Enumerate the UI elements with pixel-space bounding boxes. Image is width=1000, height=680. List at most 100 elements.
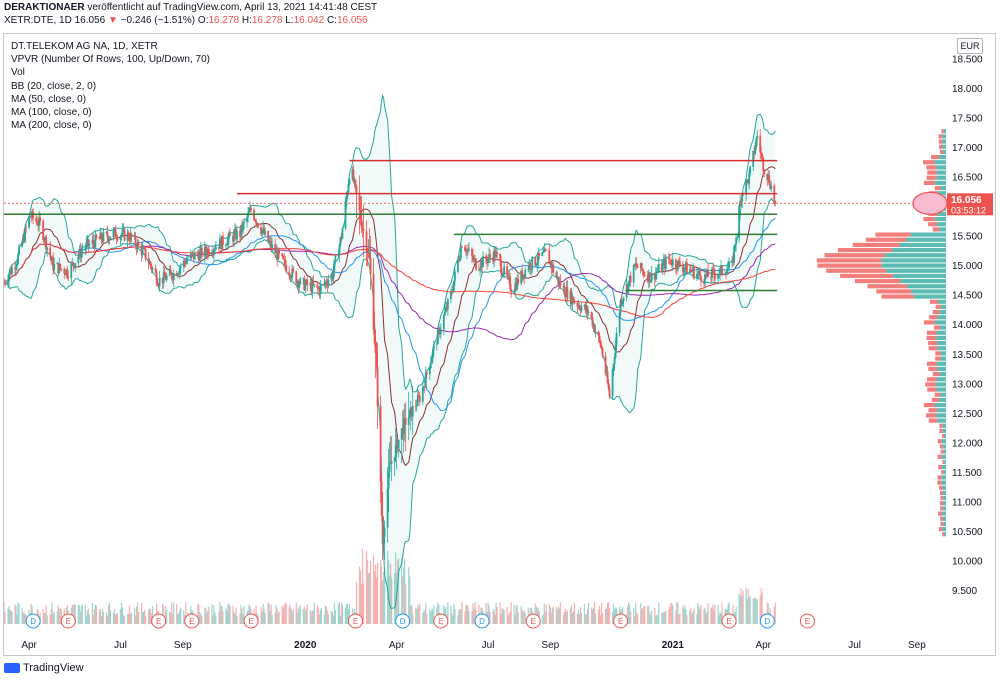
candle-body	[395, 439, 398, 446]
volume-bar	[720, 613, 722, 624]
candle-body	[423, 386, 426, 388]
candle-body	[155, 272, 158, 284]
volume-bar	[180, 607, 182, 624]
candle-body	[128, 238, 131, 241]
x-tick-label: Sep	[541, 640, 559, 651]
vpvr-up-bar	[886, 268, 946, 273]
volume-bar	[46, 615, 48, 624]
candle-body	[487, 258, 489, 264]
candle-body	[544, 249, 547, 251]
earnings-marker-label: E	[156, 617, 161, 626]
volume-bar	[281, 606, 283, 624]
volume-bar	[607, 602, 610, 624]
volume-bar	[4, 602, 5, 624]
volume-bar	[649, 612, 651, 624]
volume-bar	[691, 614, 693, 624]
candle-body	[717, 275, 719, 279]
candle-body	[580, 306, 583, 311]
legend-ma100[interactable]: MA (100, close, 0)	[11, 107, 92, 119]
candle-body	[130, 233, 133, 238]
legend-ma200[interactable]: MA (200, close, 0)	[11, 120, 92, 132]
volume-bar	[542, 614, 544, 624]
currency-button[interactable]: EUR	[957, 38, 983, 54]
vpvr-up-bar	[942, 526, 946, 532]
volume-bar	[306, 604, 308, 624]
volume-bar	[604, 608, 607, 624]
author-name: DERAKTIONAER	[4, 2, 85, 13]
volume-bar	[122, 615, 125, 624]
candle-body	[576, 302, 579, 307]
candle-body	[697, 273, 699, 275]
volume-bar	[601, 612, 604, 624]
candle-body	[724, 273, 726, 275]
candle-body	[91, 239, 94, 244]
volume-bar	[586, 609, 589, 624]
volume-bar	[368, 572, 371, 624]
volume-bar	[698, 606, 700, 624]
legend-vpvr[interactable]: VPVR (Number Of Rows, 100, Up/Down, 70)	[11, 54, 210, 66]
candle-body	[443, 311, 446, 316]
volume-bar	[57, 604, 59, 624]
vpvr-down-bar	[867, 284, 907, 289]
volume-bar	[611, 612, 614, 624]
earnings-marker	[799, 613, 815, 629]
volume-bar	[348, 603, 351, 624]
volume-bar	[288, 606, 290, 624]
volume-bar	[218, 611, 220, 624]
earnings-marker-label: E	[531, 617, 536, 626]
vpvr-down-bar	[929, 299, 938, 304]
volume-bar	[761, 592, 763, 624]
candle-body	[206, 249, 209, 256]
candle-body	[37, 225, 40, 226]
vpvr-up-bar	[941, 475, 946, 480]
volume-bar	[522, 611, 524, 624]
candle-body	[515, 283, 518, 290]
volume-bar	[661, 612, 663, 624]
candle-body	[339, 237, 342, 246]
legend-bb[interactable]: BB (20, close, 2, 0)	[11, 80, 97, 92]
candle-body	[311, 281, 314, 293]
volume-bar	[747, 589, 749, 624]
x-tick-label: 2021	[662, 640, 685, 651]
candle-body	[475, 259, 477, 270]
volume-bar	[334, 609, 337, 624]
candle-body	[228, 232, 230, 239]
volume-bar	[379, 560, 382, 624]
volume-bar	[169, 612, 171, 624]
candle-body	[148, 261, 151, 264]
volume-bar	[227, 604, 229, 624]
candle-body	[99, 232, 102, 239]
volume-bar	[506, 606, 508, 624]
candle-body	[135, 245, 138, 250]
candle-body	[669, 259, 672, 264]
candle-body	[233, 232, 235, 242]
volume-bar	[753, 598, 755, 624]
candle-body	[161, 277, 164, 284]
candle-body	[653, 272, 656, 280]
volume-bar	[333, 602, 336, 624]
candle-body	[558, 280, 561, 285]
candle-body	[746, 179, 749, 181]
legend-ma50[interactable]: MA (50, close, 0)	[11, 93, 87, 105]
candle-body	[682, 269, 685, 272]
volume-bar	[641, 608, 643, 624]
volume-bar	[606, 602, 609, 624]
volume-bar	[713, 610, 715, 624]
x-tick-label: Jul	[848, 640, 861, 651]
candle-body	[563, 285, 566, 295]
volume-bar	[81, 604, 83, 624]
volume-bar	[629, 604, 631, 624]
candle-body	[727, 267, 729, 270]
volume-bar	[95, 605, 97, 624]
candle-body	[239, 230, 241, 237]
volume-bar	[558, 608, 560, 624]
volume-bar	[656, 614, 658, 624]
candle-body	[176, 273, 179, 276]
candle-body	[409, 407, 412, 411]
candle-body	[541, 252, 544, 256]
volume-bar	[464, 611, 466, 624]
legend-vol[interactable]: Vol	[11, 67, 25, 79]
volume-bar	[608, 608, 611, 624]
volume-bar	[277, 614, 279, 624]
